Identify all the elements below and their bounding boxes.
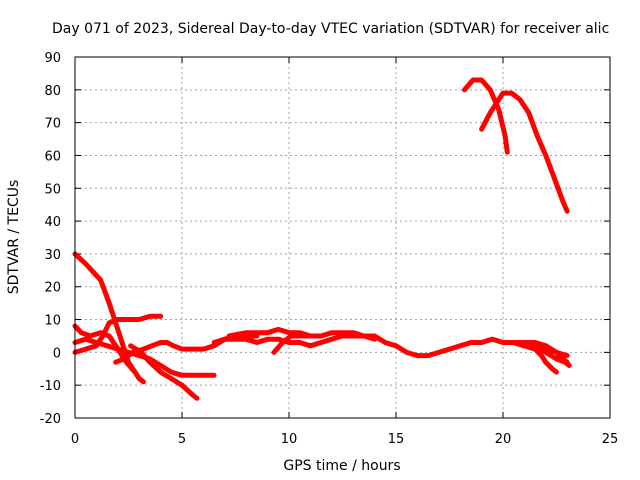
series-line-arc-13 [462, 77, 510, 155]
y-tick-label: 0 [53, 346, 61, 361]
y-tick-label: 10 [44, 314, 61, 329]
plot-border [74, 56, 611, 419]
series-line-arc-6 [128, 343, 200, 401]
y-tick-label: 80 [44, 84, 61, 99]
x-tick-label: 0 [71, 432, 79, 447]
y-tick-label: 90 [44, 51, 61, 66]
series-line-arc-14 [479, 90, 570, 214]
chart-title: Day 071 of 2023, Sidereal Day-to-day VTE… [52, 21, 609, 37]
data-series [72, 77, 572, 401]
y-tick-label: 30 [44, 248, 61, 263]
series-line-arc-1 [72, 251, 146, 385]
x-tick-label: 20 [495, 432, 512, 447]
y-tick-label: -10 [40, 379, 61, 394]
y-tick-label: -20 [40, 412, 61, 427]
y-tick-label: 20 [44, 281, 61, 296]
y-tick-label: 50 [44, 182, 61, 197]
x-axis-label: GPS time / hours [283, 458, 400, 474]
grid [75, 57, 610, 418]
y-tick-label: 70 [44, 117, 61, 132]
x-tick-label: 5 [178, 432, 186, 447]
tick-labels: 0 5 10 15 20 25 -20 -10 0 10 20 30 40 50 60 70 80 90 [40, 51, 619, 447]
series-line-arc-2 [72, 313, 164, 355]
x-tick-label: 10 [281, 432, 298, 447]
series-line-arc-7 [211, 333, 378, 349]
series-line-arc-12 [532, 343, 572, 368]
y-tick-label: 40 [44, 215, 61, 230]
series-line-arc-9 [271, 333, 324, 355]
y-tick-label: 60 [44, 149, 61, 164]
x-tick-label: 25 [602, 432, 619, 447]
x-tick-label: 15 [388, 432, 405, 447]
y-axis-label: SDTVAR / TECUs [6, 180, 22, 295]
